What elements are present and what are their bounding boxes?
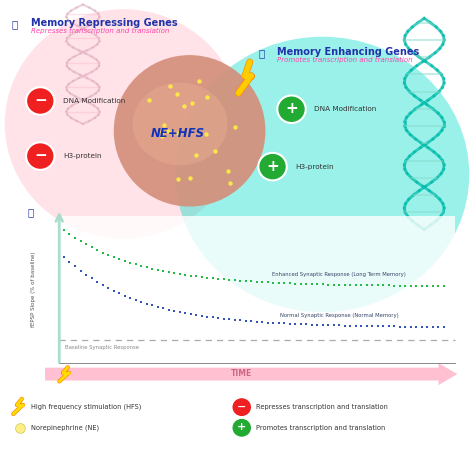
- Text: DNA Modification: DNA Modification: [63, 98, 125, 104]
- Circle shape: [232, 418, 252, 437]
- Text: NE+HFS: NE+HFS: [151, 127, 205, 140]
- Text: +: +: [237, 422, 246, 432]
- Text: DNA Modification: DNA Modification: [314, 106, 376, 112]
- Text: Represses transcription and translation: Represses transcription and translation: [256, 404, 388, 410]
- Text: Memory Enhancing Genes: Memory Enhancing Genes: [277, 47, 419, 57]
- Ellipse shape: [133, 83, 228, 165]
- Circle shape: [277, 95, 306, 123]
- Ellipse shape: [114, 55, 265, 207]
- Text: Memory Repressing Genes: Memory Repressing Genes: [31, 18, 177, 28]
- Text: +: +: [266, 159, 279, 174]
- Text: Ⓒ: Ⓒ: [27, 207, 34, 218]
- Circle shape: [26, 142, 55, 170]
- Text: −: −: [34, 93, 46, 107]
- Text: H3-protein: H3-protein: [295, 163, 334, 170]
- Text: +: +: [285, 101, 298, 116]
- Text: −: −: [34, 148, 46, 162]
- Text: Promotes transcription and translation: Promotes transcription and translation: [277, 57, 413, 63]
- Text: Baseline Synaptic Response: Baseline Synaptic Response: [65, 345, 139, 350]
- Text: fEPSP Slope (% of baseline): fEPSP Slope (% of baseline): [31, 252, 36, 327]
- Text: Normal Synaptic Response (Normal Memory): Normal Synaptic Response (Normal Memory): [280, 313, 399, 318]
- Text: −: −: [237, 402, 246, 412]
- Text: Ⓑ: Ⓑ: [258, 48, 264, 58]
- Circle shape: [258, 153, 287, 180]
- Text: High frequency stimulation (HFS): High frequency stimulation (HFS): [31, 404, 141, 410]
- Circle shape: [232, 397, 252, 417]
- Text: Ⓐ: Ⓐ: [12, 19, 18, 29]
- FancyBboxPatch shape: [59, 216, 455, 363]
- Text: H3-protein: H3-protein: [63, 153, 101, 159]
- Ellipse shape: [5, 9, 242, 239]
- Text: Enhanced Synaptic Response (Long Term Memory): Enhanced Synaptic Response (Long Term Me…: [273, 272, 406, 277]
- Ellipse shape: [175, 37, 469, 312]
- Polygon shape: [45, 363, 457, 385]
- Text: Promotes transcription and translation: Promotes transcription and translation: [256, 425, 385, 431]
- Text: Represses transcription and translation: Represses transcription and translation: [31, 28, 169, 34]
- Circle shape: [26, 87, 55, 115]
- Text: TIME: TIME: [231, 369, 252, 378]
- Text: Norepinephrine (NE): Norepinephrine (NE): [31, 425, 99, 431]
